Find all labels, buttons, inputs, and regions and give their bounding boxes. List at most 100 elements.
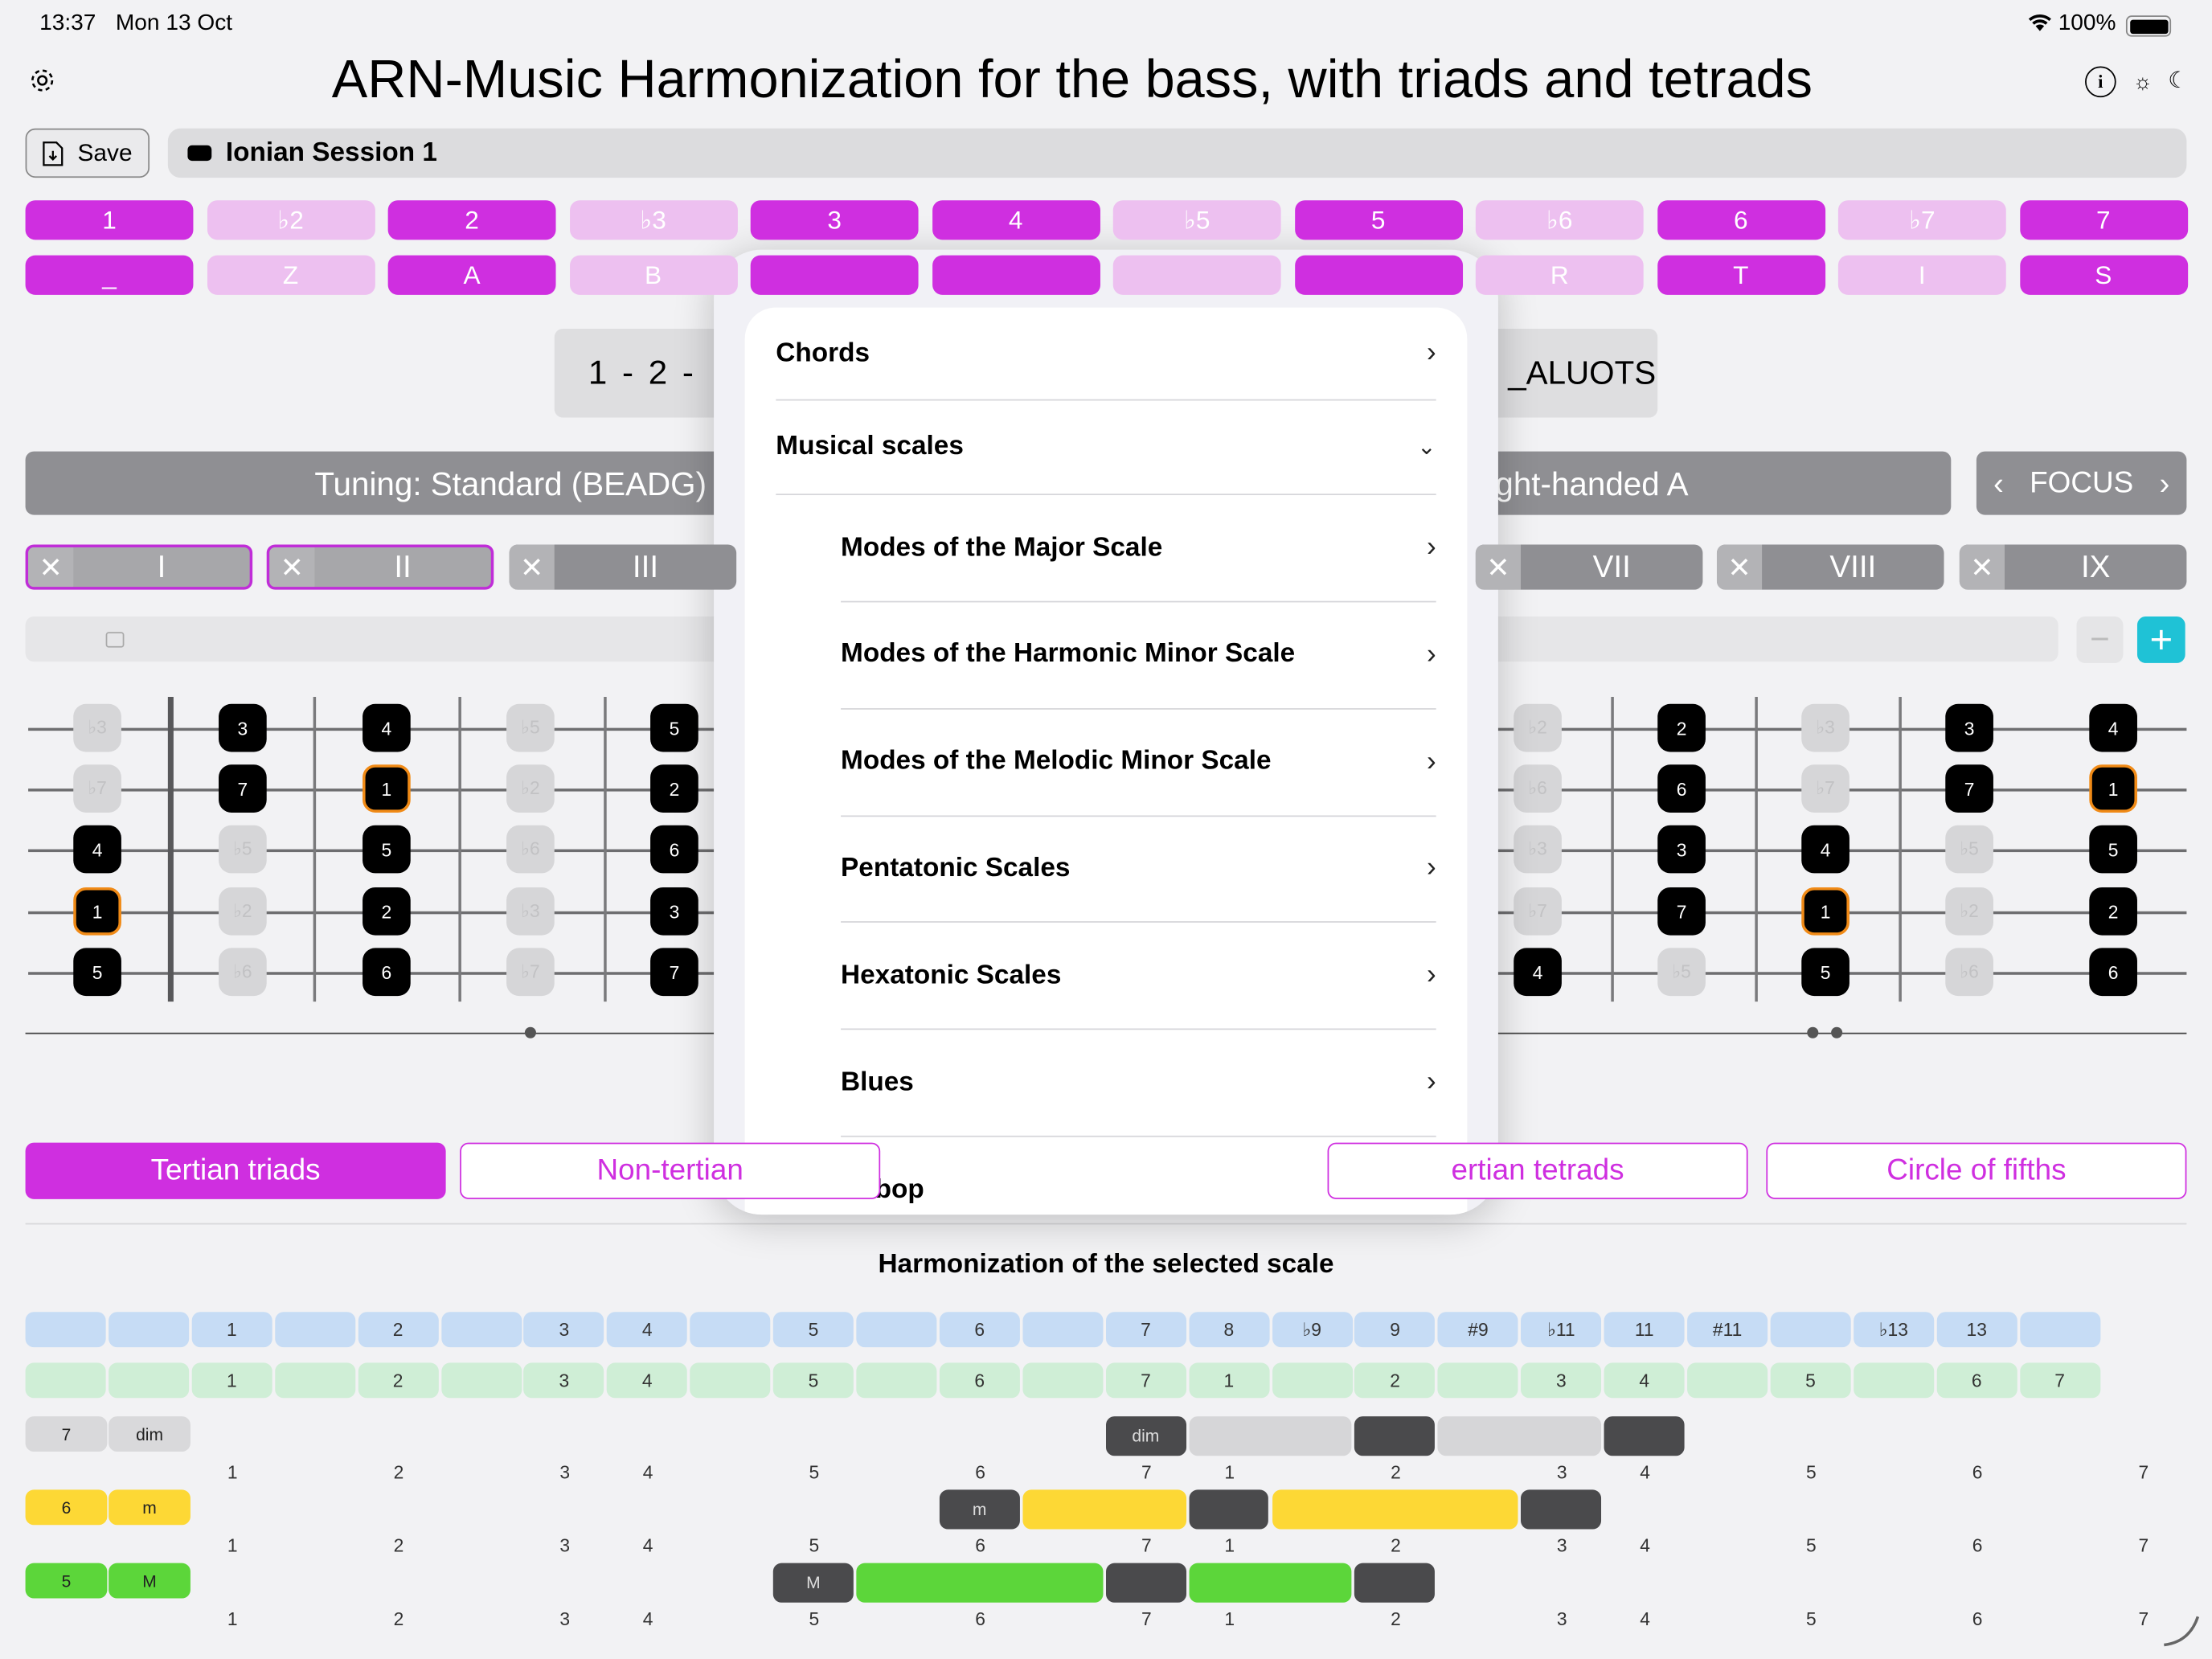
plus-button[interactable]: + — [2136, 616, 2185, 663]
position-selector[interactable]: ✕ III — [509, 544, 737, 590]
fret-note[interactable]: 4 — [363, 703, 411, 752]
menu-item-scale[interactable]: Hexatonic Scales › — [841, 923, 1436, 1030]
degree-button[interactable]: 6 — [1657, 200, 1825, 240]
degree-button[interactable]: ♭5 — [1112, 200, 1281, 240]
fret-note[interactable]: 2 — [650, 764, 698, 813]
letter-button[interactable]: B — [569, 255, 738, 295]
position-selector[interactable]: ✕ VIII — [1716, 544, 1944, 590]
fret-note[interactable]: 3 — [219, 703, 267, 752]
fret-note[interactable]: ♭5 — [219, 825, 267, 874]
tab-harmony[interactable]: Circle of fifths — [1766, 1142, 2187, 1199]
save-button[interactable]: Save — [25, 128, 150, 178]
position-selector[interactable]: ✕ I — [25, 544, 253, 590]
degree-button[interactable]: 5 — [1294, 200, 1463, 240]
fret-note[interactable]: ♭7 — [73, 764, 121, 813]
fret-note[interactable]: ♭3 — [1514, 825, 1562, 874]
fret-note[interactable]: ♭5 — [1657, 948, 1706, 997]
gear-icon[interactable] — [27, 65, 58, 96]
fret-note[interactable]: ♭7 — [1801, 764, 1849, 813]
fret-note[interactable]: 6 — [650, 825, 698, 874]
letter-button[interactable]: R — [1475, 255, 1644, 295]
degree-button[interactable]: ♭3 — [569, 200, 738, 240]
fret-note[interactable]: 5 — [73, 948, 121, 997]
fret-note[interactable]: ♭2 — [219, 887, 267, 936]
moon-icon[interactable]: ☾ — [2168, 69, 2189, 93]
fret-note[interactable]: ♭3 — [506, 887, 555, 936]
letter-button[interactable]: I — [1837, 255, 2006, 295]
fret-note[interactable]: ♭5 — [506, 703, 555, 752]
degree-button[interactable]: 7 — [2019, 200, 2188, 240]
degree-button[interactable]: 1 — [25, 200, 194, 240]
fret-note[interactable]: 6 — [2089, 948, 2137, 997]
menu-item-scale[interactable]: Pentatonic Scales › — [841, 816, 1436, 924]
fret-note[interactable]: ♭6 — [219, 948, 267, 997]
letter-button[interactable]: _ — [25, 255, 194, 295]
fret-note[interactable]: 6 — [1657, 764, 1706, 813]
fret-note[interactable]: 6 — [363, 948, 411, 997]
letter-button[interactable] — [932, 255, 1100, 295]
root-note[interactable]: 1 — [73, 887, 121, 936]
tab-harmony[interactable]: Non-tertian — [460, 1142, 881, 1199]
fret-note[interactable]: 2 — [1657, 703, 1706, 752]
fret-note[interactable]: 7 — [650, 948, 698, 997]
fret-note[interactable]: ♭3 — [1801, 703, 1849, 752]
minus-button[interactable]: − — [2076, 616, 2124, 663]
fret-note[interactable]: ♭6 — [1514, 764, 1562, 813]
fret-note[interactable]: 7 — [1657, 887, 1706, 936]
close-icon[interactable]: ✕ — [269, 547, 315, 588]
fret-note[interactable]: ♭6 — [506, 825, 555, 874]
close-icon[interactable]: ✕ — [1475, 544, 1521, 590]
degree-button[interactable]: ♭7 — [1837, 200, 2006, 240]
letter-button[interactable] — [1294, 255, 1463, 295]
fret-note[interactable]: 4 — [2089, 703, 2137, 752]
tab-harmony[interactable]: ertian tetrads — [1327, 1142, 1748, 1199]
fret-note[interactable]: 4 — [1514, 948, 1562, 997]
position-selector[interactable]: ✕ IX — [1959, 544, 2187, 590]
menu-item-scale[interactable]: Blues › — [841, 1030, 1436, 1137]
degree-button[interactable]: 4 — [932, 200, 1100, 240]
root-note[interactable]: 1 — [1801, 887, 1849, 936]
fret-note[interactable]: ♭2 — [1945, 887, 1993, 936]
degree-button[interactable]: ♭2 — [207, 200, 375, 240]
fret-note[interactable]: 3 — [1945, 703, 1993, 752]
letter-button[interactable]: T — [1657, 255, 1825, 295]
letter-button[interactable]: A — [387, 255, 556, 295]
fret-note[interactable]: 4 — [73, 825, 121, 874]
root-note[interactable]: 1 — [363, 764, 411, 813]
fret-note[interactable]: 3 — [1657, 825, 1706, 874]
menu-item-chords[interactable]: Chords › — [776, 308, 1436, 401]
fret-note[interactable]: ♭2 — [1514, 703, 1562, 752]
close-icon[interactable]: ✕ — [1959, 544, 2005, 590]
fret-note[interactable]: 7 — [219, 764, 267, 813]
fret-note[interactable]: ♭5 — [1945, 825, 1993, 874]
fret-note[interactable]: ♭7 — [1514, 887, 1562, 936]
letter-button[interactable]: Z — [207, 255, 375, 295]
focus-control[interactable]: ‹ FOCUS › — [1976, 451, 2187, 515]
tab-harmony[interactable]: Tertian triads — [25, 1142, 446, 1199]
degree-button[interactable]: ♭6 — [1475, 200, 1644, 240]
fret-note[interactable]: 5 — [1801, 948, 1849, 997]
root-note[interactable]: 1 — [2089, 764, 2137, 813]
fret-note[interactable]: 5 — [650, 703, 698, 752]
menu-item-scale[interactable]: Modes of the Melodic Minor Scale › — [841, 709, 1436, 817]
close-icon[interactable]: ✕ — [1716, 544, 1763, 590]
fret-note[interactable]: ♭2 — [506, 764, 555, 813]
letter-button[interactable] — [1112, 255, 1281, 295]
info-icon[interactable]: i — [2085, 66, 2116, 98]
degree-button[interactable]: 2 — [387, 200, 556, 240]
fret-note[interactable]: ♭7 — [506, 948, 555, 997]
sun-icon[interactable]: ☼ — [2132, 69, 2153, 94]
chevron-right-icon[interactable]: › — [2159, 465, 2170, 501]
position-selector[interactable]: ✕ II — [266, 544, 494, 590]
fret-note[interactable]: 7 — [1945, 764, 1993, 813]
fret-note[interactable]: 3 — [650, 887, 698, 936]
close-icon[interactable]: ✕ — [28, 547, 74, 588]
letter-button[interactable] — [750, 255, 919, 295]
fret-note[interactable]: 5 — [2089, 825, 2137, 874]
fret-note[interactable]: 2 — [2089, 887, 2137, 936]
session-bar[interactable]: Ionian Session 1 — [167, 128, 2187, 178]
fret-note[interactable]: 4 — [1801, 825, 1849, 874]
close-icon[interactable]: ✕ — [509, 544, 555, 590]
menu-item-scale[interactable]: Modes of the Major Scale › — [841, 495, 1436, 603]
fret-note[interactable]: 2 — [363, 887, 411, 936]
